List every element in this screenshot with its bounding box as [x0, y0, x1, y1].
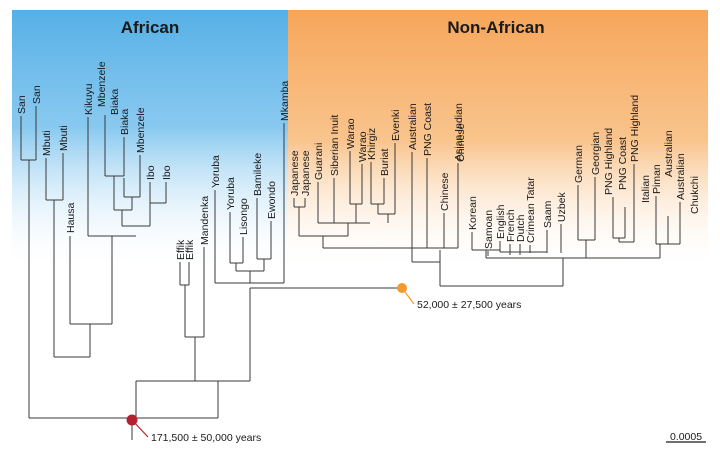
taxon-label: Uzbek [556, 191, 568, 222]
taxon-label: Khirgiz [366, 128, 378, 160]
branch [471, 224, 562, 256]
branch [472, 249, 547, 258]
taxon-label: Chinese [439, 172, 451, 211]
root-node-marker [126, 414, 138, 426]
taxon-label: German [573, 145, 585, 183]
taxon-label: Saam [542, 200, 554, 228]
branch [195, 288, 251, 382]
taxon-label: Effik [184, 239, 196, 260]
taxon-label: Mbenzele [135, 107, 147, 153]
taxon-label: Bamileke [252, 153, 264, 196]
branch [70, 323, 112, 357]
taxon-label: Korean [467, 196, 479, 230]
taxon-label: Yoruba [210, 155, 222, 188]
taxon-label: Australian [675, 153, 687, 200]
branch [411, 248, 441, 263]
taxon-label: San [16, 95, 28, 114]
taxon-label: Mkamba [279, 81, 291, 121]
taxon-label: Evenki [390, 109, 402, 141]
tree-branches [20, 106, 681, 419]
branch [122, 182, 167, 227]
taxon-label: Crimean Tatar [525, 177, 537, 243]
taxon-label: PNG Coast [617, 137, 629, 190]
taxon-label: Biaka [119, 109, 131, 135]
taxon-label: San [31, 85, 43, 104]
taxon-label: Siberian Inuit [329, 115, 341, 176]
branch [179, 262, 190, 337]
taxon-label: Samoan [483, 210, 495, 249]
out-of-africa-node-marker [397, 283, 407, 293]
taxon-label: Mbuti [58, 125, 70, 151]
branch [323, 152, 459, 249]
taxon-label: Mbuti [41, 130, 53, 156]
branch [655, 196, 681, 258]
taxon-label: Mandenka [199, 196, 211, 245]
taxon-label: Hausa [65, 202, 77, 233]
taxon-label: Italian [640, 175, 652, 203]
branch [20, 106, 37, 332]
branch [486, 257, 660, 286]
branch [45, 153, 64, 357]
branch [370, 143, 396, 223]
taxon-label: Guarani [313, 143, 325, 180]
taxon-label: Dutch [515, 214, 527, 242]
african-region-label: African [121, 18, 180, 37]
taxon-label: Ewondo [266, 181, 278, 219]
taxon-label: Mbenzele [96, 61, 108, 107]
non-african-region-band [288, 10, 708, 272]
taxon-label: PNG Highland [629, 95, 641, 162]
branch [215, 123, 285, 284]
taxon-label: French [505, 209, 517, 242]
taxon-label: Australian [663, 130, 675, 177]
root-age-label: 171,500 ± 50,000 years [151, 432, 261, 444]
branch [185, 247, 205, 381]
non-african-region-label: Non-African [447, 18, 544, 37]
taxon-label: Georgian [590, 132, 602, 175]
taxon-label: Buriat [379, 148, 391, 176]
branch [326, 151, 370, 236]
taxon-label: Ibo [161, 165, 173, 180]
taxon-label: Kikuyu [83, 83, 95, 115]
branch [123, 155, 141, 210]
branch [577, 177, 596, 258]
taxon-label: PNG Coast [422, 103, 434, 156]
taxon-label: Chinese [455, 123, 467, 162]
taxon-label: Lisongo [238, 198, 250, 235]
taxon-label: Asian Indian [453, 103, 465, 161]
branch [87, 115, 125, 236]
taxon-label: Yoruba [225, 177, 237, 210]
taxon-label: Japanese [300, 150, 312, 196]
taxon-label: Japanese [289, 150, 301, 196]
taxon-label: Warao [357, 131, 369, 162]
taxon-label: English [495, 204, 507, 239]
taxon-label: Chukchi [689, 176, 701, 214]
branch [612, 164, 635, 243]
taxon-label: Biaka [109, 89, 121, 115]
scale-bar-label: 0.0005 [670, 431, 702, 443]
taxon-label: Ibo [145, 165, 157, 180]
branch [293, 198, 306, 236]
branch [114, 209, 132, 226]
branch [29, 380, 219, 419]
branch [299, 235, 348, 248]
taxon-label: Effik [175, 239, 187, 260]
branch [214, 190, 244, 283]
taxon-label: PNG Highland [603, 128, 615, 195]
taxon-label: Warao [345, 118, 357, 149]
african-region-band [12, 10, 288, 272]
taxon-label: Australian [407, 103, 419, 150]
out-of-africa-age-label: 52,000 ± 27,500 years [417, 299, 521, 311]
branch [88, 235, 136, 324]
taxon-label: Piman [651, 164, 663, 194]
branch [235, 198, 272, 272]
branch [28, 332, 90, 418]
